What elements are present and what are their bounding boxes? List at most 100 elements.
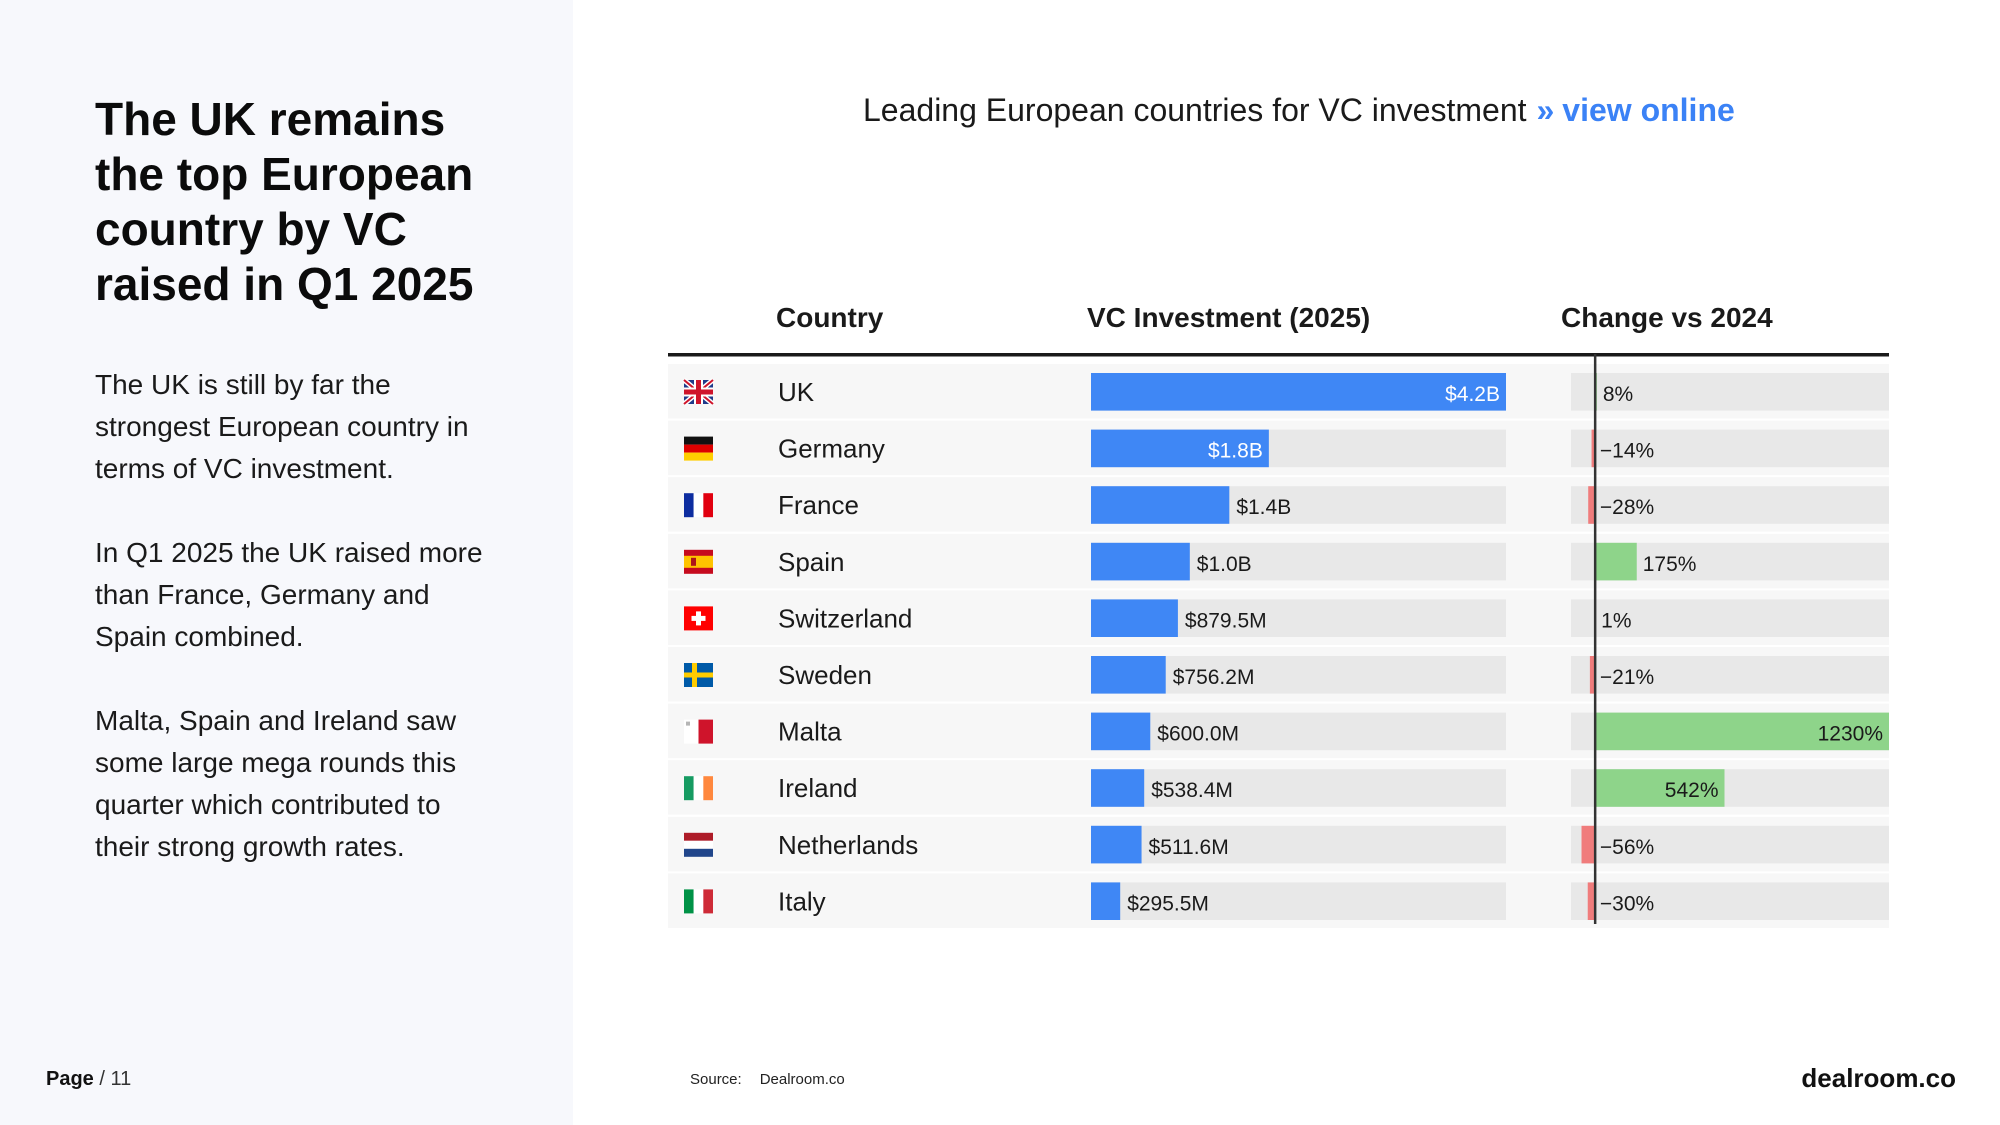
table-row: Sweden $756.2M −21% [668,647,1889,704]
flag-stripe [693,493,704,518]
body-paragraph-2: In Q1 2025 the UK raised more than Franc… [95,537,483,652]
chevron-right-icon: » [1536,92,1555,128]
flag-stripe [684,848,713,857]
change-track [1571,486,1889,524]
investment-bar [1091,712,1151,751]
row-divider [668,871,1889,874]
flag-stripe [703,776,713,801]
country-label: Ireland [778,773,858,803]
country-label: Germany [778,434,885,464]
investment-track [1091,882,1506,920]
chart-title-row: Leading European countries for VC invest… [863,92,1735,129]
change-value-label: 1230% [1818,723,1883,746]
flag-stripe [684,555,713,568]
table-row: Ireland $538.4M 542% [668,760,1889,817]
source-note: Source: Dealroom.co [690,1071,845,1088]
chart-title: Leading European countries for VC invest… [863,92,1527,128]
investment-bar [1091,486,1230,524]
flag-stripe [684,493,694,518]
table-row: Spain $1.0B 175% [668,533,1889,591]
body-paragraph-3: Malta, Spain and Ireland saw some large … [95,705,457,862]
row-divider [668,418,1889,421]
change-track [1571,373,1889,411]
page-count: / 11 [99,1068,132,1090]
change-bar [1589,656,1595,694]
uk-flag-icon [682,378,715,406]
change-bar [1591,429,1595,468]
left-panel: The UK remains the top European country … [0,0,573,1125]
flag-stripe [693,889,704,914]
change-value-label: 1% [1601,609,1631,632]
flag-stripe [684,444,713,453]
table-row: Netherlands $511.6M −56% [668,816,1889,874]
investment-track [1091,769,1506,807]
change-value-label: −21% [1600,666,1654,689]
investment-value-label: $4.2B [1445,383,1500,406]
investment-bar [1091,656,1166,694]
ireland-flag-icon [684,776,713,801]
change-value-label: −56% [1600,836,1654,859]
body-paragraph-1: The UK is still by far the strongest Eur… [95,369,469,484]
investment-bar [1091,882,1121,920]
row-divider [668,814,1889,817]
investment-bar [1091,373,1506,411]
source-value: Dealroom.co [759,1071,845,1088]
flag-emblem [691,557,696,566]
table-row: UK $4.2B 8% [668,364,1889,421]
flag-stripe [684,436,713,445]
page-headline: The UK remains the top European country … [95,93,474,310]
change-bar [1581,825,1595,864]
row-divider [668,588,1889,591]
change-track [1571,429,1889,468]
change-value-label: 175% [1643,553,1697,576]
row-divider [668,475,1889,478]
investment-value-label: $538.4M [1151,779,1233,802]
country-label: Netherlands [778,830,918,860]
page-indicator: Page / 11 [46,1068,131,1091]
investment-value-label: $1.4B [1236,496,1291,519]
change-bar [1594,542,1637,581]
change-bar [1594,712,1889,751]
change-value-label: 8% [1603,383,1633,406]
change-track [1571,656,1889,694]
country-label: Spain [778,547,845,577]
country-label: Switzerland [778,603,912,633]
investment-value-label: $600.0M [1157,723,1239,746]
country-label: Italy [778,886,826,916]
change-track [1571,882,1889,920]
change-bar [1594,769,1725,807]
country-label: Sweden [778,660,872,690]
country-label: France [778,490,859,520]
change-bar [1588,486,1595,524]
view-online-link[interactable]: view online [1562,92,1735,128]
investment-track [1091,825,1506,864]
flag-stripe [684,776,694,801]
investment-bar [1091,599,1178,637]
france-flag-icon [684,493,713,518]
change-value-label: −14% [1600,440,1654,463]
spain-flag-icon [684,549,713,574]
investment-value-label: $756.2M [1173,666,1255,689]
investment-bar [1091,769,1145,807]
switzerland-flag-icon [684,606,713,631]
sweden-flag-icon [684,663,713,687]
change-zero-axis [1593,354,1597,924]
row-divider [668,645,1889,647]
investment-bar [1091,825,1142,864]
page-label: Page [46,1068,94,1090]
flag-stripe [684,889,694,914]
germany-flag-icon [684,436,713,461]
change-value-label: 542% [1665,779,1719,802]
change-track [1571,599,1889,637]
country-label: Malta [778,717,842,747]
table-row: Malta $600.0M 1230% [668,703,1889,761]
brand-logo: dealroom.co [1801,1063,1956,1093]
change-value-label: −28% [1600,496,1654,519]
flag-stripe [693,776,704,801]
malta-flag-icon [684,719,713,744]
header-rule [668,353,1889,357]
column-header-country: Country [776,302,884,333]
investment-bar [1091,542,1190,581]
investment-track [1091,712,1506,751]
